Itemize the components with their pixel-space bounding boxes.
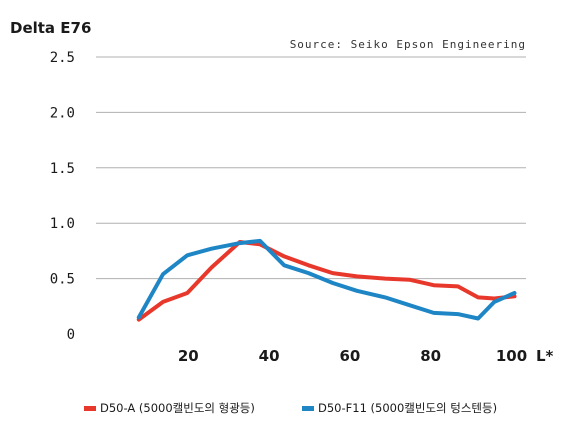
series-line-2 <box>136 238 517 321</box>
x-tick-label: 100 <box>496 347 527 365</box>
x-tick-label: 20 <box>178 347 199 365</box>
source-note: Source: Seiko Epson Engineering <box>290 38 526 51</box>
legend-label: D50-A (5000캘빈도의 형광등) <box>100 401 255 415</box>
x-tick-label: 80 <box>420 347 441 365</box>
y-axis-ticks: 0 0.5 1.0 1.5 2.0 2.5 <box>50 50 75 343</box>
x-axis-ticks: 20 40 60 80 100 <box>178 347 527 365</box>
x-axis-label: L* <box>536 347 554 365</box>
x-tick-label: 40 <box>259 347 280 365</box>
legend-swatch <box>84 406 96 411</box>
series-lines <box>136 238 517 322</box>
gridlines <box>96 56 526 280</box>
y-tick-label: 1.0 <box>50 216 75 232</box>
legend: D50-A (5000캘빈도의 형광등) D50-F11 (5000캘빈도의 텅스… <box>84 401 497 415</box>
y-tick-label: 2.5 <box>50 50 75 66</box>
legend-label: D50-F11 (5000캘빈도의 텅스텐등) <box>318 401 497 415</box>
y-tick-label: 1.5 <box>50 161 75 177</box>
y-tick-label: 0 <box>67 327 75 343</box>
series-line-1 <box>136 240 517 322</box>
y-tick-label: 0.5 <box>50 272 75 288</box>
y-axis-label: Delta E76 <box>10 19 91 37</box>
x-tick-label: 60 <box>339 347 360 365</box>
y-tick-label: 2.0 <box>50 105 75 121</box>
legend-swatch <box>302 406 314 411</box>
